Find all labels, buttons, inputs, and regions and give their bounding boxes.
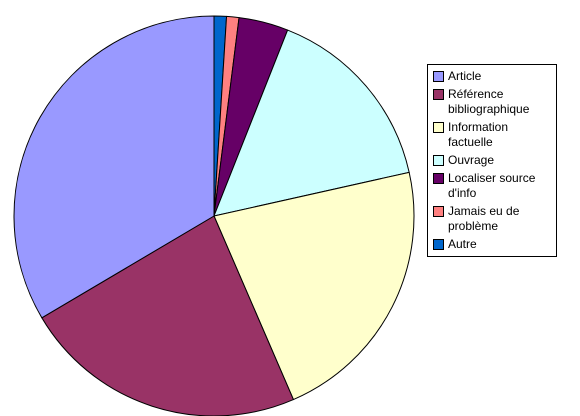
- legend-label-localiser-source: Localiser source d'info: [448, 171, 536, 200]
- legend-swatch-autre: [433, 239, 444, 250]
- legend-label-ouvrage: Ouvrage: [448, 153, 495, 167]
- pie-slice-article: [13, 15, 215, 319]
- legend-swatch-ouvrage: [433, 155, 444, 166]
- legend-label-jamais-eu-de-probleme: Jamais eu de problème: [448, 204, 520, 233]
- legend-swatch-localiser-source: [433, 173, 444, 184]
- legend-item-reference-bibliographique: Référence bibliographique: [433, 87, 552, 117]
- pie-slice-reference-bibliographique: [41, 215, 294, 416]
- legend-item-autre: Autre: [433, 237, 552, 252]
- legend-swatch-jamais-eu-de-probleme: [433, 206, 444, 217]
- legend-item-information-factuelle: Information factuelle: [433, 120, 552, 150]
- legend-swatch-information-factuelle: [433, 122, 444, 133]
- legend-item-jamais-eu-de-probleme: Jamais eu de problème: [433, 204, 552, 234]
- legend-item-article: Article: [433, 69, 552, 84]
- legend-label-autre: Autre: [448, 237, 477, 251]
- legend-label-information-factuelle: Information factuelle: [448, 120, 509, 149]
- legend-swatch-article: [433, 71, 444, 82]
- pie-slice-ouvrage: [213, 29, 410, 217]
- legend-label-reference-bibliographique: Référence bibliographique: [448, 87, 530, 116]
- legend-label-article: Article: [448, 69, 482, 83]
- legend-item-ouvrage: Ouvrage: [433, 153, 552, 168]
- legend-swatch-reference-bibliographique: [433, 89, 444, 100]
- legend-item-localiser-source: Localiser source d'info: [433, 171, 552, 201]
- pie-slice-information-factuelle: [213, 171, 415, 401]
- chart-legend: Article Référence bibliographique Inform…: [427, 64, 557, 257]
